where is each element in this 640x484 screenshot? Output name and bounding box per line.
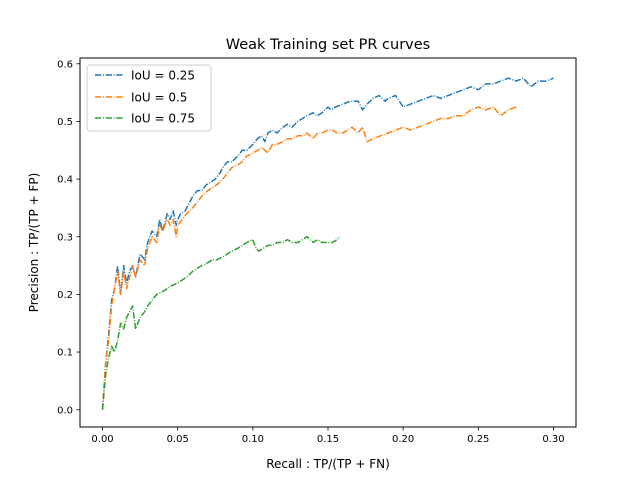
chart-title: Weak Training set PR curves: [226, 37, 431, 53]
y-tick-label: 0.5: [57, 117, 73, 128]
y-tick-label: 0.2: [57, 290, 73, 301]
legend: IoU = 0.25 IoU = 0.5 IoU = 0.75: [86, 64, 212, 132]
y-tick-label: 0.0: [57, 405, 73, 416]
ticks-layer: 0.00 0.05 0.10 0.15 0.20 0.25 0.30 0.0 0.1 0.2 0.3…: [57, 59, 564, 445]
y-tick-label: 0.3: [57, 232, 73, 243]
y-axis-label: Precision : TP/(TP + FP): [27, 173, 41, 313]
x-tick-label: 0.00: [91, 434, 113, 445]
x-tick-label: 0.30: [542, 434, 564, 445]
y-tick-label: 0.1: [57, 348, 73, 359]
x-axis-label: Recall : TP/(TP + FN): [266, 457, 390, 471]
series-line-iou-0-75: [101, 235, 341, 410]
x-tick-label: 0.10: [242, 434, 264, 445]
legend-label-iou-0-5: IoU = 0.5: [131, 91, 187, 105]
series-line-iou-0-5: [101, 106, 517, 410]
x-tick-label: 0.05: [167, 434, 189, 445]
plot-frame: [79, 57, 577, 428]
legend-frame: [86, 64, 212, 132]
legend-label-iou-0-25: IoU = 0.25: [131, 69, 195, 83]
series-line-iou-0-25: [101, 77, 554, 410]
x-tick-label: 0.15: [317, 434, 339, 445]
y-tick-label: 0.4: [57, 175, 73, 186]
legend-label-iou-0-75: IoU = 0.75: [131, 112, 195, 126]
series-layer: [101, 77, 554, 410]
x-tick-label: 0.20: [392, 434, 414, 445]
x-tick-label: 0.25: [467, 434, 489, 445]
y-tick-label: 0.6: [57, 59, 73, 70]
